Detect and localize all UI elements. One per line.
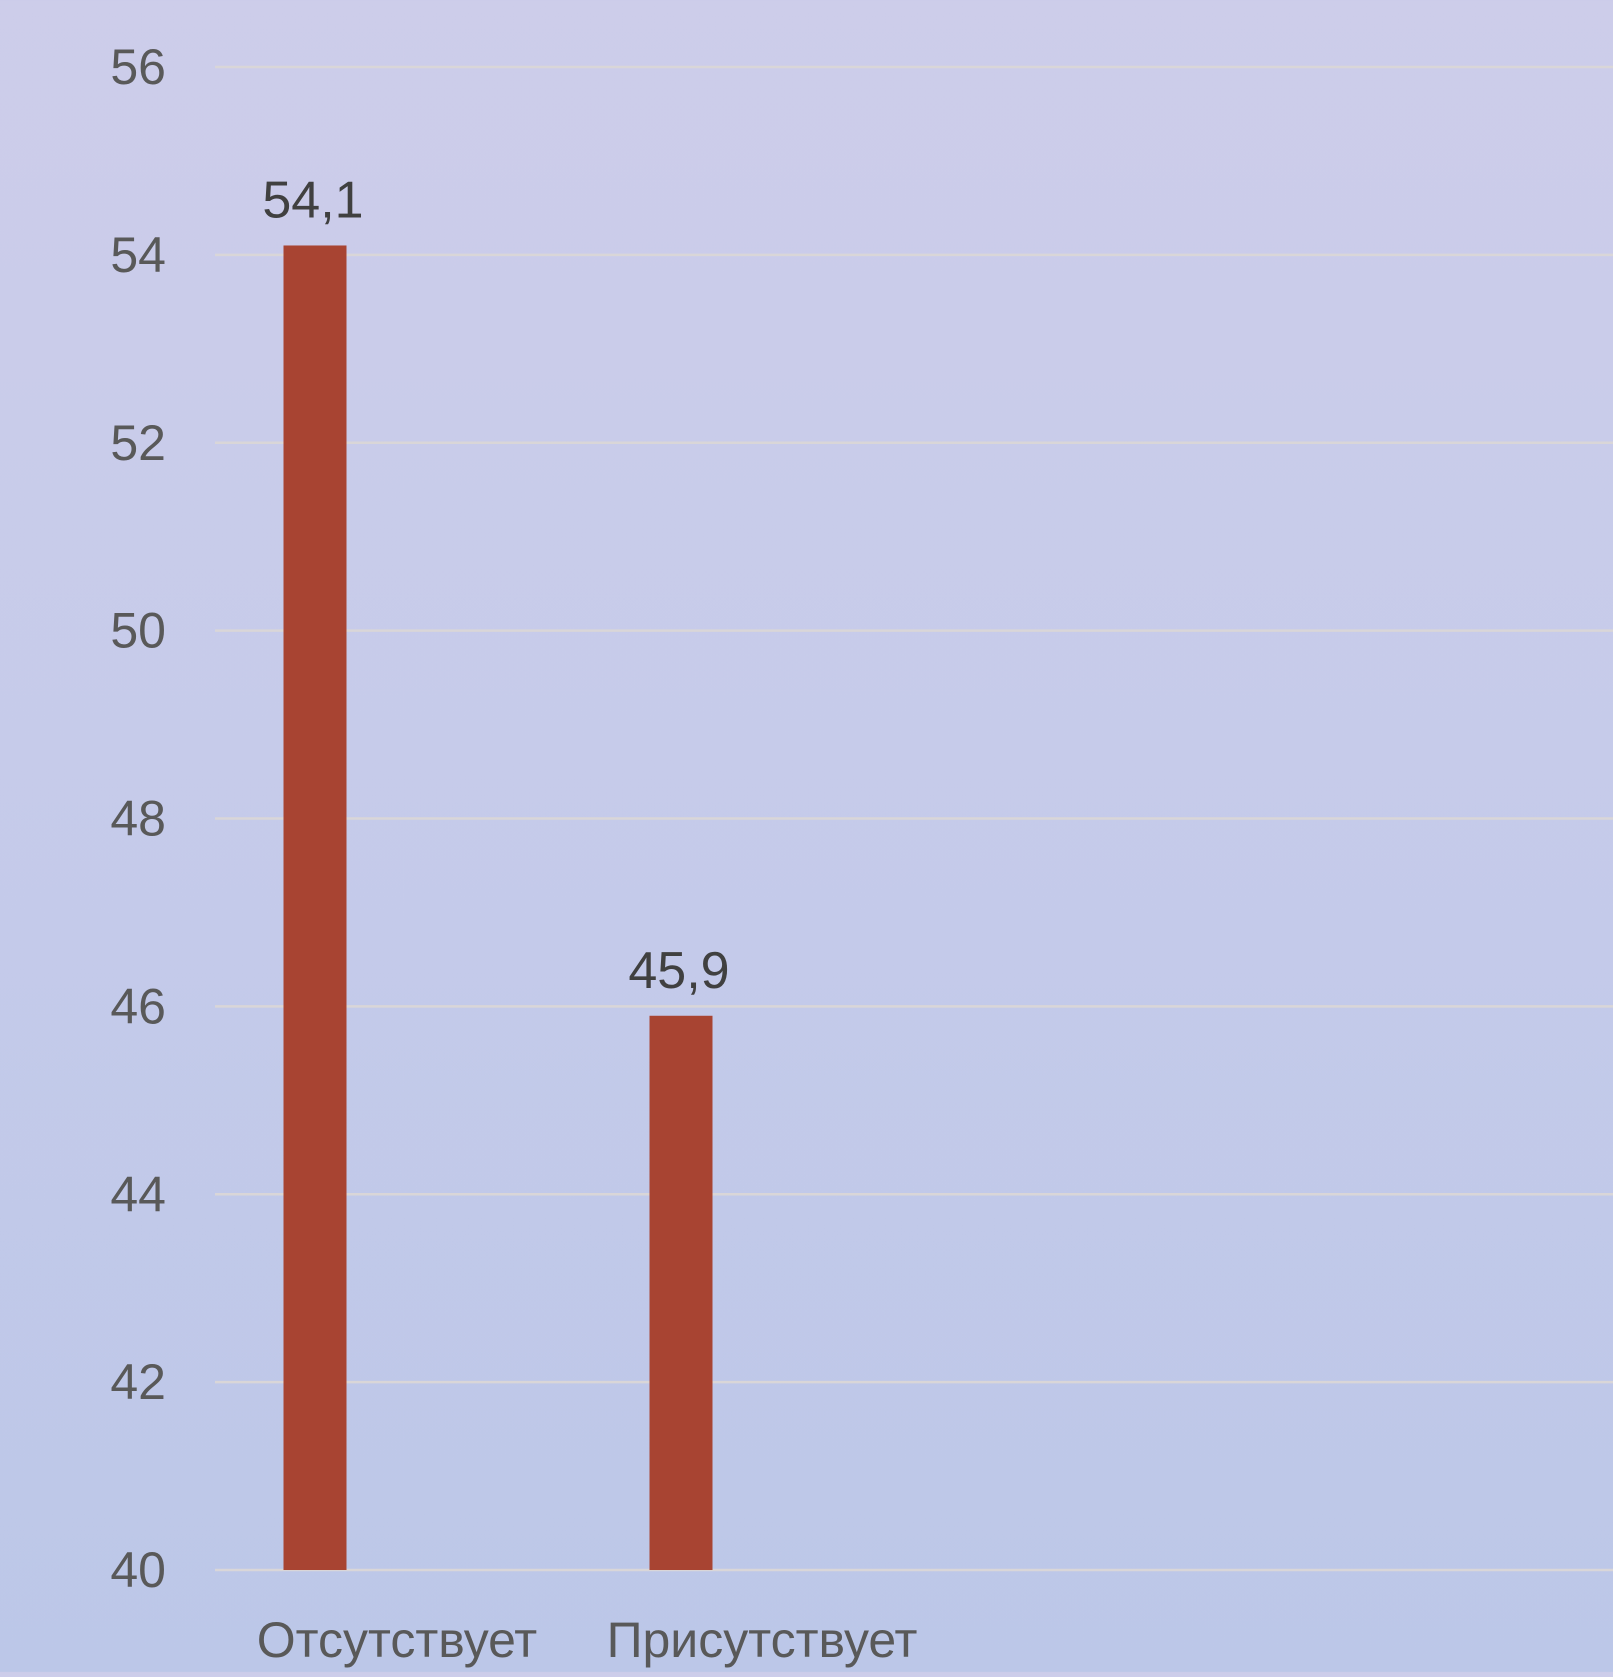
y-tick-label: 56	[110, 39, 166, 95]
bar-2	[649, 1015, 713, 1570]
x-tick-label: Присутствует	[607, 1612, 918, 1668]
gridlines	[215, 65, 1613, 1572]
data-label: 45,9	[628, 942, 729, 1000]
y-axis-ticks: 40 42 44 46 48 50 52 54 56	[110, 39, 166, 1598]
x-tick-label: Отсутствует	[257, 1612, 538, 1668]
y-tick-label: 52	[110, 415, 166, 471]
y-tick-label: 44	[110, 1166, 166, 1222]
y-tick-label: 48	[110, 791, 166, 847]
bar-1	[283, 245, 347, 1571]
data-label: 54,1	[262, 171, 363, 229]
y-tick-label: 42	[110, 1354, 166, 1410]
bars	[283, 245, 713, 1571]
y-tick-label: 54	[110, 227, 166, 283]
data-labels: 54,1 45,9	[262, 171, 729, 999]
y-tick-label: 46	[110, 978, 166, 1034]
y-tick-label: 40	[110, 1542, 166, 1598]
x-axis-labels: Отсутствует Присутствует	[257, 1612, 918, 1668]
y-tick-label: 50	[110, 603, 166, 659]
